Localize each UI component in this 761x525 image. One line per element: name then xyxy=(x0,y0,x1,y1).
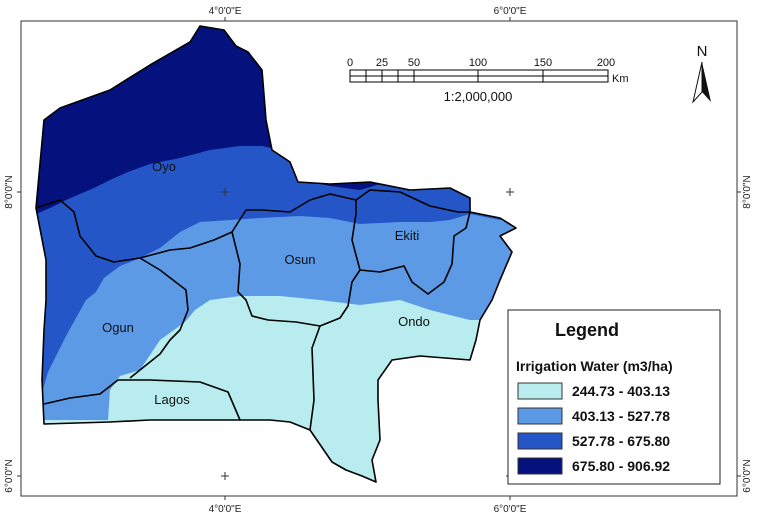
legend-swatch xyxy=(517,407,563,425)
legend-swatch xyxy=(517,457,563,475)
north-label: N xyxy=(697,43,708,60)
lat-label-left-lower: 6°0'0"N xyxy=(4,459,15,492)
legend-item-label: 527.78 - 675.80 xyxy=(572,433,670,449)
north-arrow: N xyxy=(692,43,711,104)
state-label-lagos: Lagos xyxy=(154,392,190,407)
scale-tick-25: 25 xyxy=(376,57,388,69)
legend: Legend Irrigation Water (m3/ha) 244.73 -… xyxy=(507,309,721,485)
lat-label-right-lower: 6°0'0"N xyxy=(742,459,753,492)
lat-label-left-upper: 8°0'0"N xyxy=(4,175,15,208)
scale-tick-0: 0 xyxy=(347,57,353,69)
legend-subtitle: Irrigation Water (m3/ha) xyxy=(516,358,673,374)
north-arrow-right-icon xyxy=(702,62,711,102)
state-label-oyo: Oyo xyxy=(152,159,176,174)
legend-item-label: 675.80 - 906.92 xyxy=(572,458,670,474)
scale-tick-150: 150 xyxy=(534,57,552,69)
graticule-ticks xyxy=(17,17,741,500)
scale-tick-200: 200 xyxy=(597,57,615,69)
ekiti-boundary xyxy=(359,211,471,295)
scale-tick-100: 100 xyxy=(469,57,487,69)
scale-ratio: 1:2,000,000 xyxy=(444,89,513,104)
legend-swatch xyxy=(517,432,563,450)
scale-tick-50: 50 xyxy=(408,57,420,69)
legend-item-label: 244.73 - 403.13 xyxy=(572,383,670,399)
lagos-boundary xyxy=(43,379,241,421)
lon-label-bottom-right: 6°0'0"E xyxy=(494,504,527,515)
lat-label-right-upper: 8°0'0"N xyxy=(742,175,753,208)
lon-label-bottom-left: 4°0'0"E xyxy=(209,504,242,515)
oyo-boundary xyxy=(35,189,470,263)
lon-label-top-right: 6°0'0"E xyxy=(494,6,527,17)
lon-label-top-left: 4°0'0"E xyxy=(209,6,242,17)
region-outline xyxy=(35,25,517,483)
legend-item-label: 403.13 - 527.78 xyxy=(572,408,670,424)
state-label-ogun: Ogun xyxy=(102,320,134,335)
scale-bar: 0 25 50 100 150 200 Km 1:2,000,000 xyxy=(347,57,629,104)
state-boundaries xyxy=(35,25,517,483)
state-label-ekiti: Ekiti xyxy=(395,228,420,243)
legend-title: Legend xyxy=(555,320,619,340)
scale-unit: Km xyxy=(612,73,629,85)
legend-swatch xyxy=(517,382,563,400)
legend-items: 244.73 - 403.13 403.13 - 527.78 527.78 - 6… xyxy=(517,382,670,475)
ondo-boundary xyxy=(309,325,321,431)
state-label-ondo: Ondo xyxy=(398,314,430,329)
state-label-osun: Osun xyxy=(284,252,315,267)
ogun-boundary xyxy=(129,257,189,379)
north-arrow-left-icon xyxy=(692,61,703,104)
